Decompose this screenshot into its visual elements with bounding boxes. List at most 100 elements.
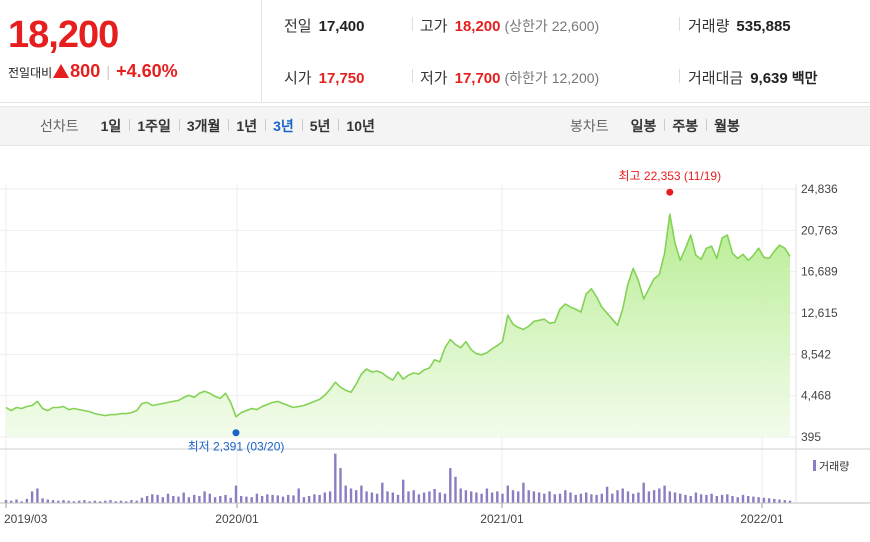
volume-bar: [360, 485, 363, 503]
volume-bar: [114, 501, 117, 503]
volume-bar: [125, 501, 128, 503]
volume-bar: [480, 493, 483, 503]
volume-bar: [705, 494, 708, 503]
tab-monthly[interactable]: 월봉: [706, 116, 748, 136]
tab-1w[interactable]: 1주일: [129, 116, 179, 136]
volume-bar: [720, 494, 724, 503]
volume-bar: [328, 491, 332, 503]
volume-bar: [553, 494, 556, 503]
volume-bar: [470, 491, 473, 503]
volume-bar: [543, 493, 546, 503]
x-tick-label: 2021/01: [480, 512, 524, 526]
volume-bar: [637, 492, 640, 503]
volume-bar: [198, 496, 201, 503]
volume-bar: [240, 496, 243, 503]
volume-bar: [15, 499, 18, 503]
volume-legend: 거래량: [813, 458, 849, 474]
volume-bar: [616, 490, 619, 503]
volume-bar: [532, 491, 536, 503]
line-chart-label: 선차트: [40, 118, 79, 134]
volume-bar: [93, 500, 97, 503]
quote-header: 18,200 전일대비 800 | +4.60% 전일 17,400 고가 18,200(…: [0, 0, 870, 103]
volume-bar: [166, 493, 170, 503]
volume-swatch: [813, 460, 816, 471]
volume-bar: [658, 488, 661, 503]
volume-bar: [407, 491, 410, 503]
tab-5y[interactable]: 5년: [301, 116, 339, 136]
chart-tab-bar: 선차트 1일 1주일 3개월 1년 3년 5년 10년 봉차트 일봉 주봉 월봉: [0, 106, 870, 146]
volume-bar: [104, 500, 107, 503]
up-triangle-icon: [53, 64, 70, 78]
tab-10y[interactable]: 10년: [338, 116, 382, 136]
volume-bar: [752, 496, 755, 503]
tab-weekly[interactable]: 주봉: [664, 116, 706, 136]
volume-bar: [135, 500, 138, 503]
volume-bar: [527, 490, 530, 503]
volume-bar: [485, 488, 489, 503]
volume-bar: [652, 490, 656, 503]
tab-daily[interactable]: 일봉: [630, 118, 657, 134]
stat-divider: [679, 69, 680, 83]
tab-3m[interactable]: 3개월: [178, 116, 229, 136]
price-line: [5, 213, 791, 418]
volume-bar: [208, 493, 211, 503]
volume-bar: [564, 490, 567, 503]
volume-bar: [349, 488, 353, 503]
volume-bar: [365, 491, 368, 503]
current-price: 18,200: [8, 14, 119, 56]
volume-bar: [694, 492, 698, 503]
volume-bar: [579, 493, 583, 503]
volume-bar: [605, 486, 609, 503]
y-tick-label: 8,542: [801, 347, 831, 361]
volume-bar: [668, 491, 671, 503]
volume-bar: [213, 497, 217, 503]
y-tick-label: 395: [801, 430, 821, 444]
volume-bar: [391, 492, 394, 503]
volume-bar: [255, 493, 259, 503]
volume-bar: [370, 492, 374, 503]
volume-bar: [109, 500, 112, 503]
volume-bar: [679, 493, 682, 503]
volume-bar: [224, 494, 227, 503]
volume-bar: [715, 496, 718, 503]
volume-bar: [522, 482, 525, 503]
price-box: 18,200 전일대비 800 | +4.60%: [0, 0, 262, 102]
volume-bar: [130, 500, 133, 503]
volume-bar: [119, 500, 123, 503]
volume-bar: [600, 493, 603, 503]
volume-bar: [386, 491, 389, 503]
volume-bar: [684, 494, 687, 503]
volume-bar: [302, 497, 306, 503]
volume-bar: [501, 493, 504, 503]
volume-bar: [783, 500, 786, 503]
stat-high: 고가 18,200 (상한가 22,600): [420, 18, 600, 35]
volume-bar: [4, 500, 8, 503]
volume-bar: [428, 491, 431, 503]
volume-bar: [574, 494, 577, 503]
volume-bar: [271, 494, 274, 503]
volume-bar: [443, 493, 447, 503]
y-tick-label: 24,836: [801, 182, 838, 196]
volume-bar: [36, 488, 39, 503]
tab-3y[interactable]: 3년: [265, 116, 302, 136]
volume-bar: [449, 468, 452, 503]
volume-bar: [318, 494, 321, 503]
tab-1y[interactable]: 1년: [228, 116, 265, 136]
low-marker: [232, 429, 240, 437]
change-label: 전일대비: [8, 66, 53, 80]
volume-bar: [689, 496, 692, 503]
stat-volume: 거래량 535,885: [688, 18, 791, 35]
volume-bar: [459, 488, 462, 503]
volume-bar: [57, 500, 60, 503]
stat-divider: [412, 17, 413, 31]
volume-bar: [611, 493, 614, 503]
y-tick-label: 12,615: [801, 306, 838, 320]
volume-bar: [438, 492, 441, 503]
change-divider: |: [106, 64, 111, 81]
stat-divider: [679, 17, 680, 31]
volume-bar: [72, 501, 76, 503]
volume-bar: [595, 494, 598, 503]
tab-1d[interactable]: 1일: [100, 118, 122, 134]
volume-bar: [339, 468, 342, 503]
volume-bar: [381, 482, 384, 503]
